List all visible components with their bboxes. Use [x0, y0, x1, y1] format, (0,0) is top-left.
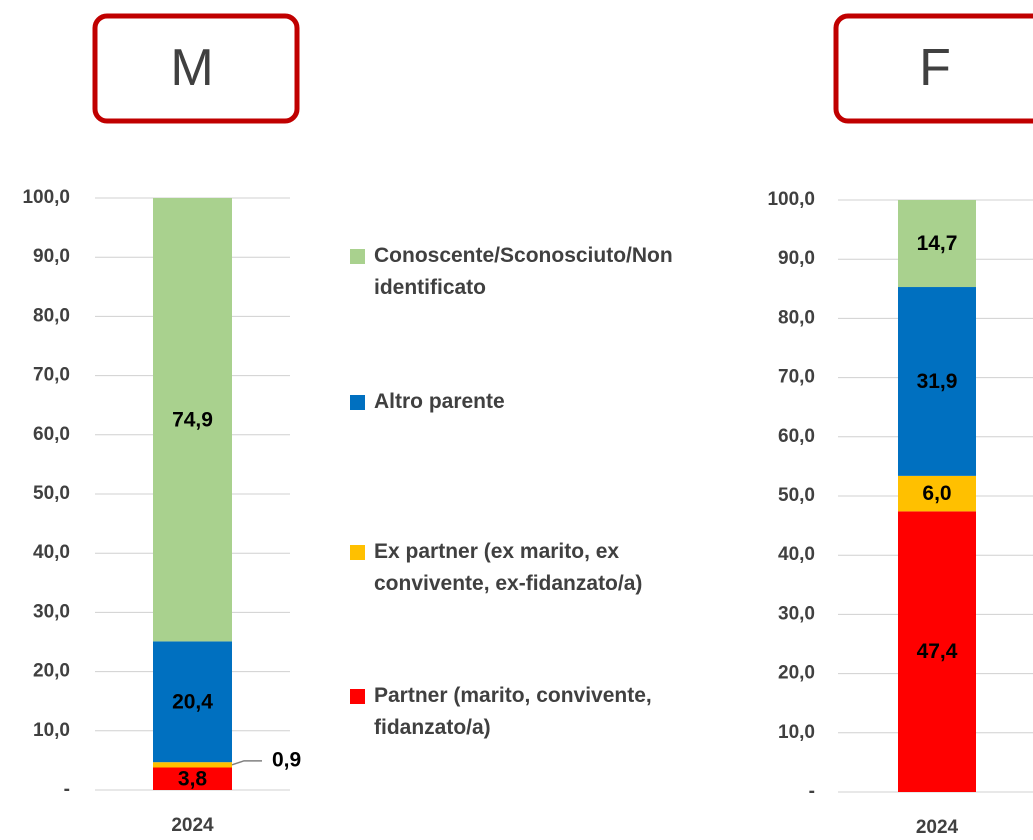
y-tick-label: 30,0 [778, 603, 815, 624]
y-tick-label: 80,0 [778, 307, 815, 328]
legend-label: Ex partner (ex marito, ex convivente, ex… [374, 540, 643, 595]
bar-segment [898, 511, 976, 792]
y-tick-label: 100,0 [22, 187, 70, 208]
chart-title: M [170, 39, 213, 97]
y-tick-label: 20,0 [778, 663, 815, 684]
bar-segment [898, 287, 976, 476]
legend-label: Altro parente [374, 390, 505, 413]
legend-swatch [350, 545, 365, 560]
bar-segment [153, 198, 232, 642]
y-tick-label: 70,0 [33, 365, 70, 386]
y-tick-label: - [64, 779, 70, 800]
bar-segment [153, 641, 232, 763]
data-label: 0,9 [272, 748, 301, 771]
y-tick-label: 100,0 [767, 189, 815, 210]
title-box [833, 13, 1033, 124]
y-tick-label: 60,0 [778, 426, 815, 447]
y-tick-label: 10,0 [778, 722, 815, 743]
legend-swatch [350, 395, 365, 410]
x-tick-label: 2024 [916, 817, 959, 838]
data-label: 31,9 [917, 370, 958, 393]
legend-entry: Partner (marito, convivente, fidanzato/a… [350, 680, 674, 744]
data-label: 74,9 [172, 408, 213, 431]
bar-segment [898, 475, 976, 512]
legend-swatch [350, 689, 365, 704]
chart-title: F [919, 39, 951, 97]
y-tick-label: 10,0 [33, 720, 70, 741]
title-box [92, 13, 300, 124]
y-tick-label: 40,0 [33, 542, 70, 563]
y-tick-label: 20,0 [33, 661, 70, 682]
y-tick-label: 80,0 [33, 305, 70, 326]
legend-label: Partner (marito, convivente, fidanzato/a… [374, 684, 652, 739]
data-label: 6,0 [922, 482, 951, 505]
y-tick-label: - [809, 781, 815, 802]
bar-segment [153, 762, 232, 768]
y-tick-label: 50,0 [33, 483, 70, 504]
data-label: 20,4 [172, 690, 213, 713]
legend-entry: Ex partner (ex marito, ex convivente, ex… [350, 536, 674, 600]
y-tick-label: 40,0 [778, 544, 815, 565]
legend-entry: Conoscente/Sconosciuto/Non identificato [350, 240, 674, 304]
data-label: 47,4 [917, 640, 958, 663]
data-label: 14,7 [917, 232, 958, 255]
y-tick-label: 60,0 [33, 424, 70, 445]
bar-segment [153, 767, 232, 790]
y-tick-label: 90,0 [778, 248, 815, 269]
y-tick-label: 90,0 [33, 246, 70, 267]
legend-entry: Altro parente [350, 386, 674, 418]
y-tick-label: 70,0 [778, 367, 815, 388]
data-label: 3,8 [178, 767, 208, 790]
leader-line [231, 760, 262, 766]
x-tick-label: 2024 [171, 815, 214, 836]
legend-label: Conoscente/Sconosciuto/Non identificato [374, 244, 673, 299]
y-tick-label: 50,0 [778, 485, 815, 506]
bar-segment [898, 200, 976, 288]
legend-swatch [350, 249, 365, 264]
y-tick-label: 30,0 [33, 601, 70, 622]
